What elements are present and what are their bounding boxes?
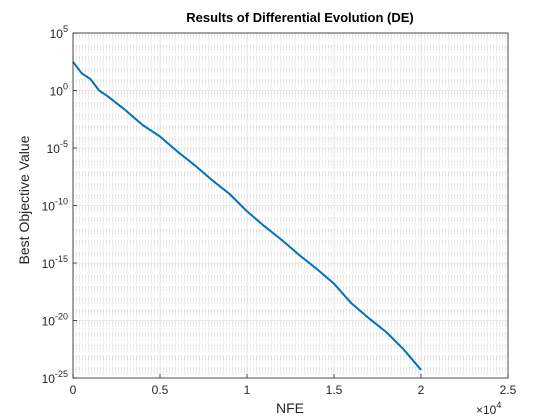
y-tick-label: 10-15 bbox=[42, 254, 68, 271]
series-line-0 bbox=[72, 61, 422, 371]
x-axis-label: NFE bbox=[276, 400, 304, 416]
x-tick-label: 0.5 bbox=[152, 383, 169, 397]
y-tick-label: 100 bbox=[50, 82, 68, 99]
y-tick-label: 10-20 bbox=[42, 312, 68, 329]
minor-gridlines bbox=[73, 33, 508, 375]
x-tick-label: 0 bbox=[70, 383, 77, 397]
x-tick-label: 1.5 bbox=[326, 383, 343, 397]
x-multiplier-label: ×104 bbox=[476, 400, 501, 417]
series-group bbox=[72, 61, 422, 371]
y-axis-ticks: 105 100 10-5 10-10 10-15 10-20 10-25 bbox=[42, 24, 77, 386]
y-tick-label: 10-5 bbox=[47, 139, 68, 156]
y-tick-label: 105 bbox=[50, 24, 68, 41]
y-axis-label: Best Objective Value bbox=[16, 135, 32, 264]
x-tick-label: 2 bbox=[418, 383, 425, 397]
y-tick-label: 10-25 bbox=[42, 369, 68, 386]
y-tick-label: 10-10 bbox=[42, 197, 68, 214]
x-tick-label: 2.5 bbox=[500, 383, 517, 397]
x-tick-label: 1 bbox=[244, 383, 251, 397]
x-axis-ticks: 0 0.5 1 1.5 2 2.5 bbox=[70, 374, 517, 397]
chart-title: Results of Differential Evolution (DE) bbox=[186, 10, 414, 25]
